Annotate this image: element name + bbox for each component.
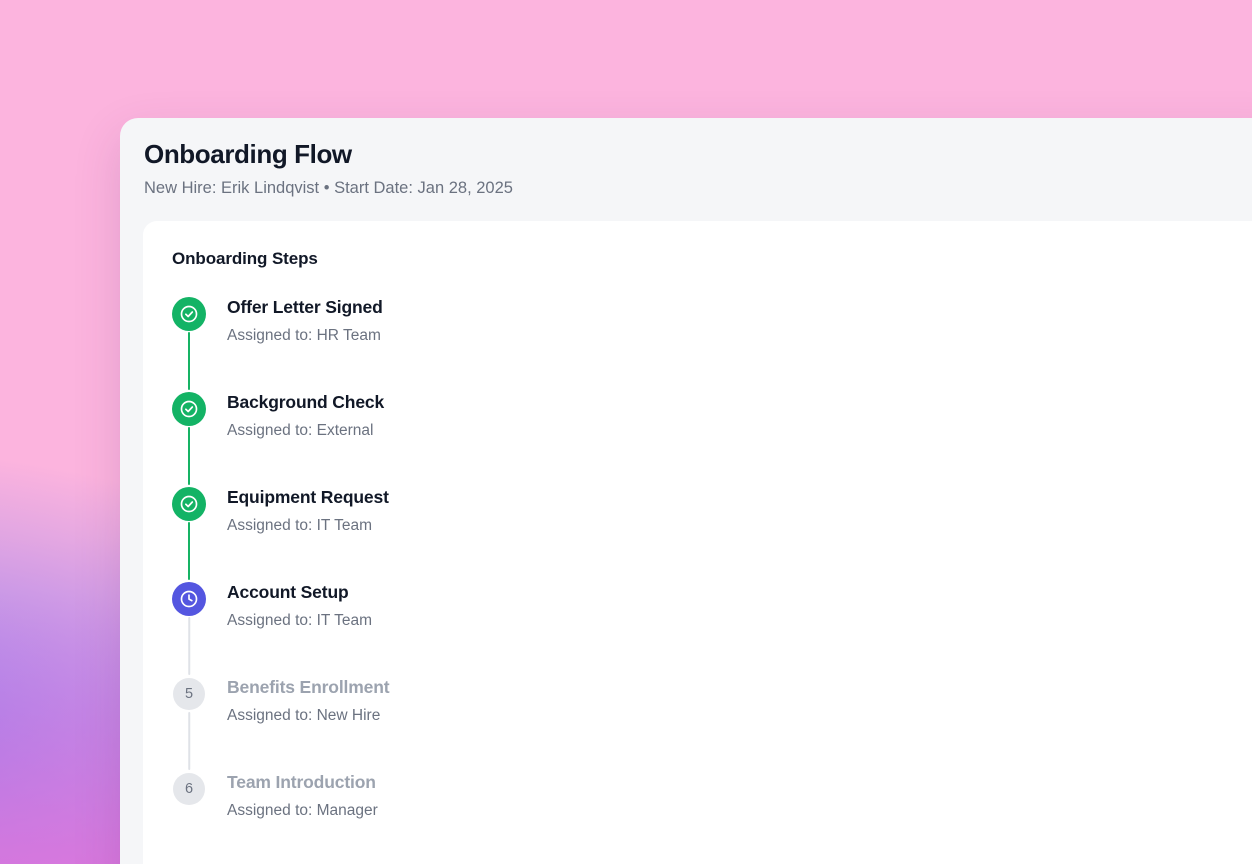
step-body: Team Introduction Assigned to: Manager [227,771,1252,820]
onboarding-window: Onboarding Flow New Hire: Erik Lindqvist… [120,118,1252,864]
timeline-connector [188,616,190,675]
timeline-connector [188,331,190,390]
step-marker-column: 6 [172,771,206,805]
step-assignee: Assigned to: External [227,421,374,439]
step-assignee: Assigned to: IT Team [227,516,373,534]
step-title: Equipment Request [227,486,389,507]
step-body: Benefits Enrollment Assigned to: New Hire [227,676,1252,725]
card-header: Onboarding Flow New Hire: Erik Lindqvist… [120,118,1252,199]
step-marker-column: 5 [172,676,206,770]
step-number: 6 [184,780,194,797]
timeline-step-row[interactable]: 5 Benefits Enrollment Assigned to: New Hir… [143,676,1252,771]
onboarding-steps-card: Onboarding Steps Offer Letter Signed Assi… [143,220,1252,864]
number-badge[interactable]: 5 [173,677,205,710]
step-marker-column [172,296,206,390]
step-body: Background Check Assigned to: External [227,391,1252,440]
step-title: Account Setup [227,581,349,602]
steps-heading: Onboarding Steps [172,248,318,268]
number-badge[interactable]: 6 [173,772,205,805]
step-body: Equipment Request Assigned to: IT Team [227,486,1252,535]
step-title: Offer Letter Signed [227,296,383,317]
step-number: 5 [184,685,194,702]
step-assignee: Assigned to: Manager [227,801,378,819]
timeline-connector [188,426,190,485]
step-title: Background Check [227,391,385,412]
step-marker-column [172,486,206,580]
check-circle-icon[interactable] [172,486,206,521]
step-marker-column [172,581,206,675]
step-title: Team Introduction [227,771,376,792]
check-circle-icon[interactable] [172,391,206,426]
step-body: Account Setup Assigned to: IT Team [227,581,1252,630]
check-circle-icon[interactable] [172,296,206,331]
step-assignee: Assigned to: IT Team [227,611,373,629]
page-subtitle: New Hire: Erik Lindqvist • Start Date: J… [144,178,513,197]
clock-icon[interactable] [172,581,206,616]
step-body: Offer Letter Signed Assigned to: HR Team [227,296,1252,345]
step-marker-column [172,391,206,485]
step-assignee: Assigned to: New Hire [227,706,381,724]
step-assignee: Assigned to: HR Team [227,326,381,344]
timeline-connector [188,711,190,770]
page-title: Onboarding Flow [144,139,352,169]
timeline-connector [188,521,190,580]
step-title: Benefits Enrollment [227,676,390,697]
